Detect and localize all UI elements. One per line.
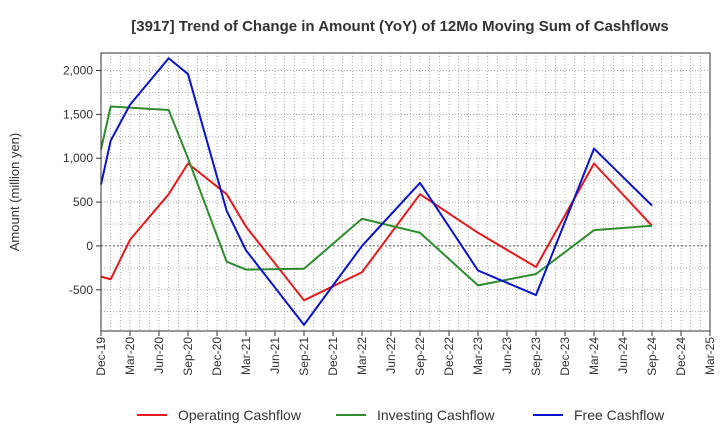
legend-label-operating-cashflow: Operating Cashflow	[178, 407, 302, 423]
free-cashflow-line	[100, 57, 653, 326]
legend: Operating Cashflow Investing Cashflow Free…	[137, 407, 665, 423]
plot-area-frame	[100, 52, 711, 332]
x-tick-label: Sep-20	[181, 337, 195, 376]
x-tick-label: Dec-20	[210, 337, 224, 376]
x-tick-label: Dec-24	[674, 337, 688, 376]
x-tick-label: Sep-21	[297, 337, 311, 376]
x-tick-label: Mar-21	[239, 337, 253, 375]
x-tick-label: Mar-25	[703, 337, 717, 375]
x-tick-label: Mar-24	[587, 337, 601, 375]
y-tick-label: 2,000	[63, 64, 93, 78]
legend-label-free-cashflow: Free Cashflow	[574, 407, 665, 423]
x-tick-label: Jun-23	[500, 337, 514, 374]
series-lines	[100, 57, 653, 326]
x-tick-label: Mar-23	[471, 337, 485, 375]
axes	[100, 52, 711, 332]
y-tick-label: -500	[69, 283, 93, 297]
operating-cashflow-line	[100, 162, 653, 302]
x-tick-label: Jun-20	[152, 337, 166, 374]
x-tick-label: Dec-21	[326, 337, 340, 376]
x-tick-label: Dec-23	[558, 337, 572, 376]
investing-cashflow-line	[100, 105, 653, 287]
chart-title: [3917] Trend of Change in Amount (YoY) o…	[131, 18, 669, 35]
x-tick-label: Jun-22	[384, 337, 398, 374]
x-tick-label: Dec-22	[442, 337, 456, 376]
x-tick-labels: Dec-19 Mar-20 Jun-20 Sep-20 Dec-20 Mar-21 Jun-…	[94, 331, 717, 376]
x-tick-label: Jun-24	[616, 337, 630, 374]
x-tick-label: Sep-22	[413, 337, 427, 376]
legend-label-investing-cashflow: Investing Cashflow	[377, 407, 495, 423]
x-tick-label: Jun-21	[268, 337, 282, 374]
x-tick-label: Sep-24	[645, 337, 659, 376]
y-tick-label: 1,000	[63, 151, 93, 165]
y-axis-label: Amount (million yen)	[7, 133, 22, 252]
x-tick-label: Mar-20	[123, 337, 137, 375]
y-tick-label: 1,500	[63, 107, 93, 121]
x-tick-label: Dec-19	[94, 337, 108, 376]
y-tick-label: 500	[73, 195, 93, 209]
grid	[101, 53, 710, 331]
y-tick-label: 0	[86, 239, 93, 253]
x-tick-label: Sep-23	[529, 337, 543, 376]
y-tick-labels: -500 0 500 1,000 1,500 2,000	[63, 64, 101, 297]
x-tick-label: Mar-22	[355, 337, 369, 375]
